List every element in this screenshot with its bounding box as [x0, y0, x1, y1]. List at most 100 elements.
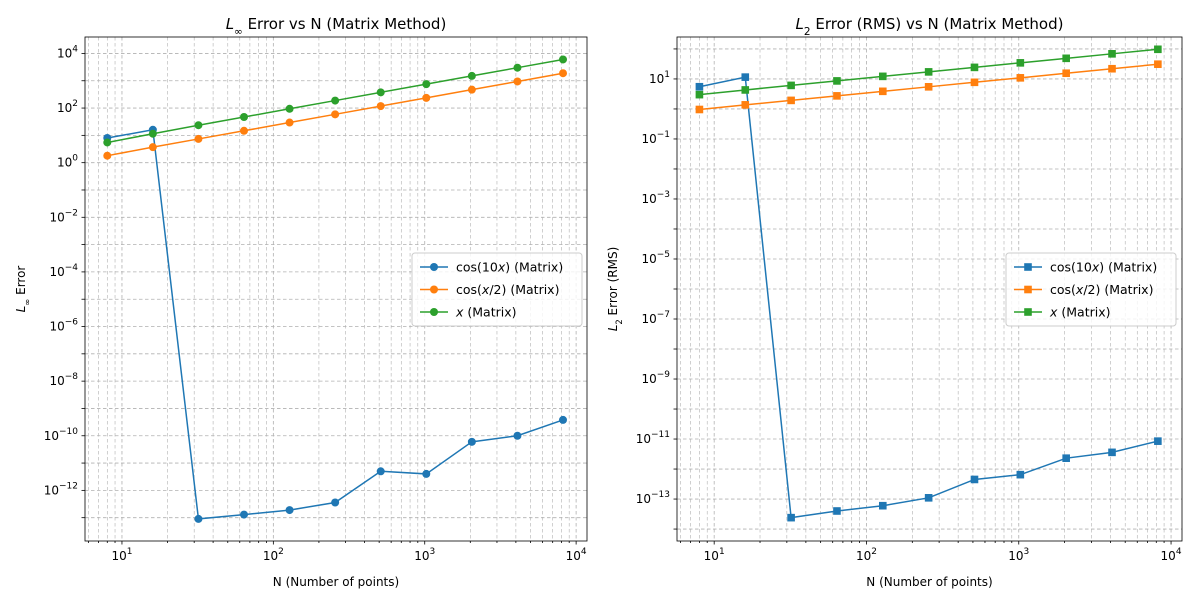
legend: cos(10x) (Matrix) cos(x/2) (Matrix) x (Mat… — [1005, 252, 1177, 327]
y-tick-label: 10−7 — [641, 310, 670, 326]
legend: cos(10x) (Matrix) cos(x/2) (Matrix) x (Mat… — [411, 252, 583, 327]
y-axis: 10−12 10−10 10−8 10−6 10−4 10−2 100 102 104 — [44, 44, 85, 519]
data-point — [695, 90, 704, 99]
data-point — [240, 510, 249, 519]
data-point — [240, 113, 249, 122]
data-point — [833, 92, 841, 100]
y-tick-label: 102 — [57, 99, 78, 115]
legend-marker — [1024, 263, 1032, 271]
chart-title: L∞ Error vs N (Matrix Method) — [226, 15, 447, 38]
legend-label: x (Matrix) — [455, 305, 517, 320]
y-tick-label: 10−6 — [49, 318, 78, 334]
legend-marker — [1024, 308, 1032, 316]
math-symbol: L — [606, 325, 620, 332]
data-point — [148, 143, 157, 152]
legend-label: cos(x/2) (Matrix) — [1050, 282, 1153, 297]
x-axis: 101 102 103 104 — [87, 541, 587, 563]
data-point — [1154, 45, 1162, 54]
data-point — [833, 77, 841, 85]
x-tick-label: 103 — [1008, 547, 1029, 563]
data-point — [741, 86, 750, 94]
data-point — [376, 467, 385, 476]
data-point — [240, 126, 249, 135]
data-point — [970, 475, 979, 484]
data-point — [1016, 470, 1025, 479]
data-point — [194, 134, 203, 143]
x-axis-label: N (Number of points) — [273, 575, 399, 589]
data-point — [1108, 448, 1116, 457]
legend-box — [1005, 252, 1177, 327]
y-axis: 10−13 10−11 10−9 10−7 10−5 10−3 10−1 101 — [636, 48, 677, 530]
data-point — [924, 68, 933, 76]
data-point — [467, 71, 476, 80]
legend-marker — [1024, 285, 1032, 294]
x-tick-label: 101 — [111, 547, 132, 563]
data-point — [1062, 454, 1070, 462]
math-symbol: L — [226, 15, 234, 33]
data-point — [1016, 59, 1025, 67]
y-tick-label: 10−12 — [44, 481, 78, 497]
data-point — [878, 72, 887, 81]
series-1 — [695, 60, 1162, 114]
y-tick-label: 10−3 — [641, 190, 670, 206]
data-point — [1108, 64, 1116, 73]
y-tick-label: 101 — [649, 70, 670, 86]
y-axis-label: L2 Error (RMS) — [606, 247, 624, 332]
y-tick-label: 10−8 — [49, 372, 78, 388]
data-point — [422, 80, 431, 89]
data-point — [376, 102, 385, 111]
left-chart-linf-error: 101 102 103 10410−1210−1010−810−610−410−210… — [14, 15, 588, 589]
chart-title: L2 Error (RMS) vs N (Matrix Method) — [796, 15, 1064, 38]
y-tick-label: 100 — [57, 154, 78, 170]
data-point — [1062, 54, 1070, 63]
data-point — [331, 96, 340, 105]
series-0 — [695, 73, 1162, 522]
y-tick-label: 10−10 — [44, 427, 79, 443]
data-point — [422, 93, 431, 102]
data-point — [285, 104, 294, 113]
legend-box — [411, 252, 583, 327]
data-point — [695, 82, 704, 91]
y-tick-label: 104 — [57, 44, 78, 60]
data-point — [970, 63, 979, 72]
data-point — [833, 507, 841, 515]
data-point — [1016, 74, 1025, 82]
data-point — [924, 494, 933, 502]
legend-marker — [430, 263, 438, 271]
math-symbol: L — [796, 15, 804, 33]
data-point — [513, 431, 522, 440]
data-point — [787, 96, 795, 105]
math-symbol: L — [14, 306, 28, 313]
data-point — [285, 506, 294, 515]
data-point — [741, 73, 750, 81]
y-tick-label: 10−13 — [636, 490, 670, 506]
data-point — [559, 415, 568, 424]
y-tick-label: 10−2 — [49, 208, 78, 224]
data-point — [787, 513, 795, 522]
data-point — [285, 118, 294, 127]
data-point — [787, 81, 795, 90]
y-tick-label: 10−4 — [49, 263, 78, 279]
x-tick-label: 103 — [414, 547, 435, 563]
x-tick-label: 101 — [704, 547, 725, 563]
y-tick-label: 10−1 — [641, 130, 670, 146]
data-point — [559, 69, 568, 78]
data-point — [376, 88, 385, 97]
series-1 — [103, 69, 568, 160]
data-point — [1108, 50, 1116, 58]
legend-marker — [430, 308, 438, 316]
legend-label: cos(10x) (Matrix) — [456, 260, 563, 275]
legend-label: cos(x/2) (Matrix) — [456, 282, 559, 297]
data-point — [1062, 69, 1070, 78]
data-point — [103, 138, 112, 147]
y-axis-label: L∞ Error — [14, 266, 32, 313]
y-tick-label: 10−9 — [641, 370, 670, 386]
data-point — [878, 87, 887, 96]
x-tick-label: 102 — [856, 547, 877, 563]
data-point — [559, 55, 568, 64]
series-2 — [695, 45, 1162, 99]
data-point — [331, 110, 340, 119]
x-axis-label: N (Number of points) — [866, 575, 992, 589]
series-2 — [103, 55, 568, 147]
